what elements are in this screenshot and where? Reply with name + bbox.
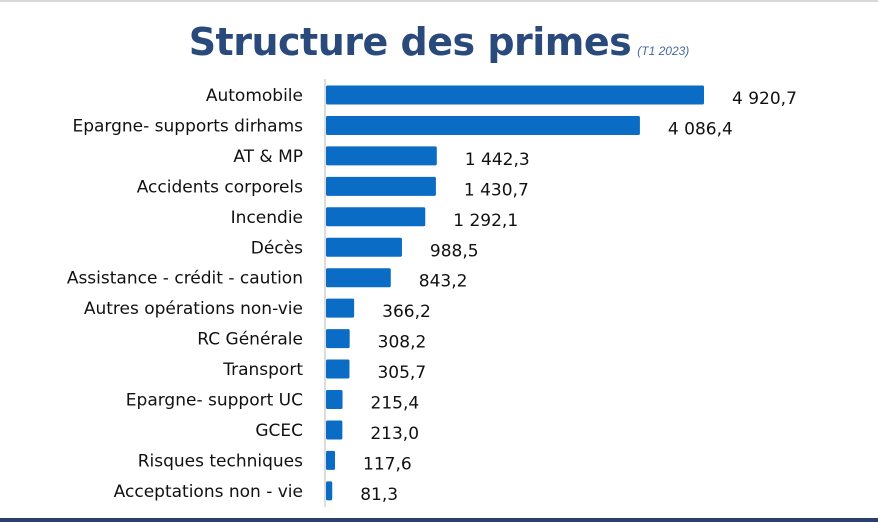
bar (326, 298, 355, 318)
bar (326, 115, 640, 135)
category-label: Automobile (206, 86, 303, 106)
category-label: RC Générale (197, 330, 303, 350)
category-label: AT & MP (233, 147, 303, 167)
top-border (0, 0, 878, 2)
bar (326, 146, 437, 166)
bottom-border (0, 518, 878, 522)
value-label: 308,2 (378, 333, 427, 353)
category-label: Risques techniques (138, 451, 303, 471)
value-label: 4 920,7 (732, 89, 797, 109)
value-label: 305,7 (377, 363, 426, 383)
bars-group: Automobile 4 920,7 Epargne- supports dirha… (67, 85, 797, 505)
bar (326, 390, 343, 409)
value-label: 1 430,7 (464, 180, 529, 200)
value-label: 213,0 (370, 424, 419, 444)
value-label: 4 086,4 (668, 119, 733, 139)
category-label: Epargne- supports dirhams (72, 116, 303, 136)
value-label: 843,2 (419, 272, 468, 292)
value-label: 1 442,3 (465, 150, 530, 170)
chart-title-block: Structure des primes (T1 2023) (0, 20, 878, 64)
bar (326, 329, 350, 349)
category-label: GCEC (255, 421, 303, 441)
bar (326, 176, 436, 196)
category-label: Epargne- support UC (126, 391, 303, 411)
category-label: Assistance - crédit - caution (67, 269, 303, 289)
bar (326, 359, 350, 379)
category-label: Autres opérations non-vie (84, 299, 303, 319)
bar (326, 237, 402, 257)
value-label: 81,3 (360, 485, 398, 505)
bar (326, 481, 333, 501)
bar (326, 207, 426, 227)
chart-title: Structure des primes (188, 20, 632, 64)
value-label: 117,6 (363, 454, 412, 474)
value-label: 215,4 (371, 394, 420, 414)
bar (326, 420, 343, 440)
category-label: Acceptations non - vie (114, 482, 303, 502)
value-label: 988,5 (430, 241, 479, 261)
value-label: 366,2 (382, 302, 431, 322)
category-label: Décès (251, 238, 303, 258)
bar (326, 450, 336, 470)
category-label: Transport (222, 360, 303, 380)
chart-subtitle: (T1 2023) (637, 44, 690, 58)
bar (326, 85, 704, 105)
category-label: Incendie (231, 208, 303, 228)
value-label: 1 292,1 (453, 211, 518, 231)
category-label: Accidents corporels (137, 177, 303, 197)
bar (326, 268, 391, 288)
